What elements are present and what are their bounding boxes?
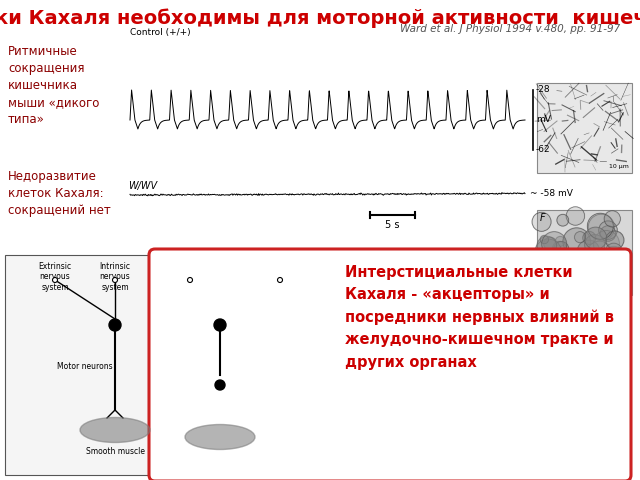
Circle shape xyxy=(554,241,569,257)
Circle shape xyxy=(215,380,225,390)
Text: ~ -58 mV: ~ -58 mV xyxy=(530,190,573,199)
Circle shape xyxy=(584,227,607,250)
Circle shape xyxy=(552,241,566,255)
Text: Intrinsic
nervous
system: Intrinsic nervous system xyxy=(175,262,205,292)
Circle shape xyxy=(604,211,620,227)
Text: Smooth muscle: Smooth muscle xyxy=(86,447,145,456)
Text: Клетки Кахаля необходимы для моторной активности  кишечника: Клетки Кахаля необходимы для моторной ак… xyxy=(0,8,640,27)
Circle shape xyxy=(563,228,591,255)
Text: F: F xyxy=(540,213,546,223)
Circle shape xyxy=(535,239,562,266)
Circle shape xyxy=(214,319,226,331)
Circle shape xyxy=(579,278,597,297)
Circle shape xyxy=(575,231,586,243)
Circle shape xyxy=(537,236,557,256)
Text: ICC: ICC xyxy=(238,381,252,389)
Circle shape xyxy=(600,226,616,241)
Circle shape xyxy=(532,212,551,231)
Circle shape xyxy=(588,214,614,240)
Text: 5 s: 5 s xyxy=(385,220,400,230)
Circle shape xyxy=(583,256,595,268)
Circle shape xyxy=(541,272,566,297)
Circle shape xyxy=(617,283,632,297)
Circle shape xyxy=(541,232,566,257)
Text: Control (+/+): Control (+/+) xyxy=(130,28,191,37)
Circle shape xyxy=(556,236,565,246)
Circle shape xyxy=(278,277,282,283)
Text: mV: mV xyxy=(536,116,551,124)
Circle shape xyxy=(545,266,563,283)
Circle shape xyxy=(585,235,605,255)
Text: Intrinsic
nervous
system: Intrinsic nervous system xyxy=(99,262,131,292)
Circle shape xyxy=(588,213,613,239)
Circle shape xyxy=(593,230,620,257)
Text: Motor neurons: Motor neurons xyxy=(57,362,113,371)
Circle shape xyxy=(557,214,569,226)
Text: Smooth muscle: Smooth muscle xyxy=(191,453,250,462)
Circle shape xyxy=(577,240,600,263)
Text: Недоразвитие
клеток Кахаля:
сокращений нет: Недоразвитие клеток Кахаля: сокращений н… xyxy=(8,170,111,217)
FancyBboxPatch shape xyxy=(149,249,631,480)
Circle shape xyxy=(599,221,617,240)
Circle shape xyxy=(583,231,596,244)
Text: Ward et al. J Physiol 1994 v.480, pp. 91-97: Ward et al. J Physiol 1994 v.480, pp. 91… xyxy=(400,24,620,34)
Bar xyxy=(537,210,632,295)
Circle shape xyxy=(596,259,606,269)
Circle shape xyxy=(545,253,556,264)
Circle shape xyxy=(553,263,564,274)
Circle shape xyxy=(546,254,573,282)
Circle shape xyxy=(566,207,585,225)
Circle shape xyxy=(52,277,58,283)
Circle shape xyxy=(600,258,627,285)
Ellipse shape xyxy=(80,418,150,443)
Text: Extrinsic
nervous
system: Extrinsic nervous system xyxy=(38,262,72,292)
Text: -28: -28 xyxy=(536,85,550,95)
Text: Интерстициальные клетки
Кахаля - «акцепторы» и
посредники нервных влияний в
желу: Интерстициальные клетки Кахаля - «акцепт… xyxy=(345,265,614,370)
Circle shape xyxy=(551,269,572,289)
Circle shape xyxy=(605,243,622,260)
Circle shape xyxy=(603,247,625,269)
Circle shape xyxy=(575,250,589,265)
Circle shape xyxy=(113,277,118,283)
Text: Ритмичные
сокращения
кишечника
мыши «дикого
типа»: Ритмичные сокращения кишечника мыши «дик… xyxy=(8,45,99,126)
Text: 10 μm: 10 μm xyxy=(609,164,629,169)
Circle shape xyxy=(188,277,193,283)
Circle shape xyxy=(109,319,121,331)
Circle shape xyxy=(605,231,624,249)
Circle shape xyxy=(544,237,557,250)
Circle shape xyxy=(588,241,612,265)
Circle shape xyxy=(586,264,595,273)
Text: W/WV: W/WV xyxy=(128,181,157,191)
Bar xyxy=(537,83,632,173)
Text: 10 μm: 10 μm xyxy=(609,286,629,291)
Circle shape xyxy=(540,235,548,244)
Ellipse shape xyxy=(185,424,255,449)
Text: Extrinsic
nervous
system: Extrinsic nervous system xyxy=(264,262,296,292)
Bar xyxy=(5,255,305,475)
Text: -62: -62 xyxy=(536,145,550,155)
